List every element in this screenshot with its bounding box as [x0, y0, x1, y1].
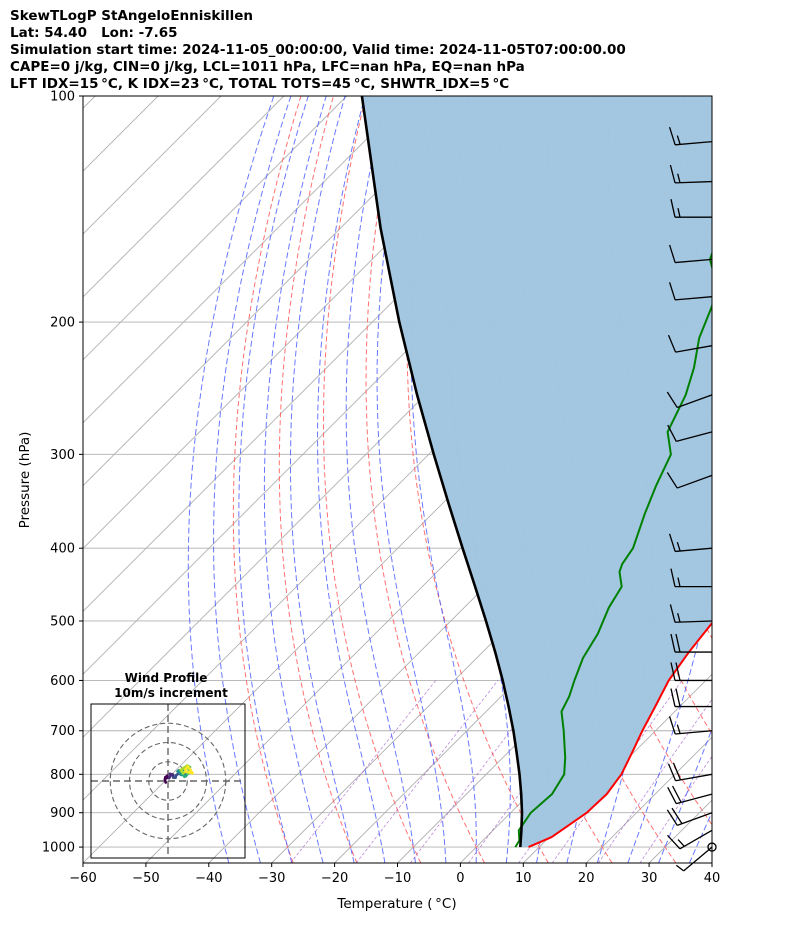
inset-frame: [90, 703, 246, 859]
y-tick-label: 1000: [42, 841, 75, 856]
dry-adiabat: [365, 96, 485, 863]
wind-barb: [667, 334, 713, 353]
isotherm: [83, 96, 285, 298]
plot-area: [83, 96, 794, 863]
moist-adiabat: [345, 96, 416, 863]
wind-barb: [667, 829, 713, 850]
isotherm: [775, 96, 794, 863]
parcel-profile-line: [360, 96, 524, 848]
wind-barb: [666, 807, 713, 826]
moist-adiabat: [263, 96, 327, 863]
dry-adiabat: [278, 96, 358, 863]
stability-indices-2: LFT IDX=15 °C, K IDX=23 °C, TOTAL TOTS=4…: [10, 76, 510, 92]
wind-barb: [666, 472, 713, 489]
wind-barb: [670, 199, 712, 218]
dry-adiabat: [724, 96, 794, 863]
moist-adiabat: [187, 96, 275, 863]
moist-adiabat: [410, 96, 477, 863]
wind-profile-title: Wind Profile: [125, 671, 208, 685]
isotherm: [522, 673, 712, 863]
wind-profile-subtitle: 10m/s increment: [114, 686, 228, 700]
y-tick-label: 800: [50, 768, 75, 783]
x-tick-label: 0: [456, 871, 464, 886]
y-tick-label: 400: [50, 542, 75, 557]
station-coordinates: Lat: 54.40 Lon: -7.65: [10, 25, 178, 41]
stability-indices-1: CAPE=0 j/kg, CIN=0 j/kg, LCL=1011 hPa, L…: [10, 59, 525, 75]
x-tick-label: 40: [704, 871, 721, 886]
moist-adiabat: [290, 96, 355, 863]
y-tick-label: 900: [50, 806, 75, 821]
wind-barbs: [666, 127, 717, 872]
wind-barb: [667, 785, 713, 805]
dry-adiabat: [232, 96, 302, 863]
simulation-times: Simulation start time: 2024-11-05_00:00:…: [10, 42, 626, 58]
isotherm: [83, 96, 473, 487]
y-tick-label: 600: [50, 674, 75, 689]
wind-barb: [669, 164, 713, 184]
wind-barb: [670, 633, 712, 653]
wind-barb: [668, 127, 713, 146]
wind-barb: [675, 846, 713, 872]
moist-adiabat: [213, 96, 292, 863]
x-tick-label: −50: [132, 871, 159, 886]
moist-adiabat: [658, 727, 712, 863]
moist-adiabat: [376, 96, 447, 863]
y-tick-label: 700: [50, 724, 75, 739]
station-title: SkewTLogP StAngeloEnniskillen: [10, 8, 253, 24]
mixing-ratio-line: [290, 680, 437, 863]
x-tick-label: 10: [515, 871, 532, 886]
wind-barb: [670, 662, 712, 682]
isotherm: [83, 96, 411, 424]
x-tick-label: 30: [641, 871, 658, 886]
x-tick-label: −40: [195, 871, 222, 886]
dry-adiabat: [789, 96, 794, 863]
x-tick-label: −30: [258, 871, 285, 886]
wind-barb: [670, 688, 712, 708]
y-tick-label: 100: [50, 90, 75, 105]
x-tick-label: −10: [384, 871, 411, 886]
wind-barb: [670, 568, 712, 588]
x-tick-label: 20: [578, 871, 595, 886]
moist-adiabat: [238, 96, 309, 863]
moist-adiabat: [627, 96, 712, 863]
hodograph-segment: [184, 765, 190, 771]
wind-barb: [669, 604, 713, 623]
dewpoint-line: [514, 251, 712, 848]
x-axis-label: Temperature ( °C): [336, 896, 456, 912]
mixing-ratio-line: [598, 698, 712, 863]
wind-barb: [668, 244, 713, 264]
isotherm: [711, 862, 712, 863]
moist-adiabat: [720, 96, 794, 863]
wind-barb: [668, 282, 713, 301]
mixing-ratio-line: [355, 680, 499, 863]
x-tick-label: −60: [69, 871, 96, 886]
y-tick-label: 500: [50, 614, 75, 629]
y-axis-label: Pressure (hPa): [17, 432, 33, 529]
y-tick-label: 300: [50, 448, 75, 463]
y-tick-label: 200: [50, 316, 75, 331]
isotherm: [83, 96, 222, 235]
temperature-line: [528, 621, 712, 849]
wind-barb: [667, 762, 713, 782]
isotherm: [83, 96, 348, 361]
moist-adiabat: [316, 96, 386, 863]
chart-header: SkewTLogP StAngeloEnniskillen Lat: 54.40…: [10, 8, 626, 93]
isotherm: [334, 484, 712, 863]
wind-profile-inset: Wind Profile 10m/s increment: [90, 671, 246, 859]
wind-barb: [668, 533, 713, 553]
dry-adiabat: [757, 96, 794, 863]
dry-adiabat: [406, 96, 549, 863]
wind-barb: [668, 716, 713, 735]
wind-barb: [666, 391, 713, 409]
axis-ticks: −60 −50 −40 −30 −20 −10 0 10 20 30 40 100 200 300 400 5…: [42, 90, 720, 887]
x-tick-label: −20: [321, 871, 348, 886]
isotherm: [83, 96, 96, 109]
wind-barb: [667, 424, 713, 443]
cin-cape-fill: [361, 96, 712, 848]
